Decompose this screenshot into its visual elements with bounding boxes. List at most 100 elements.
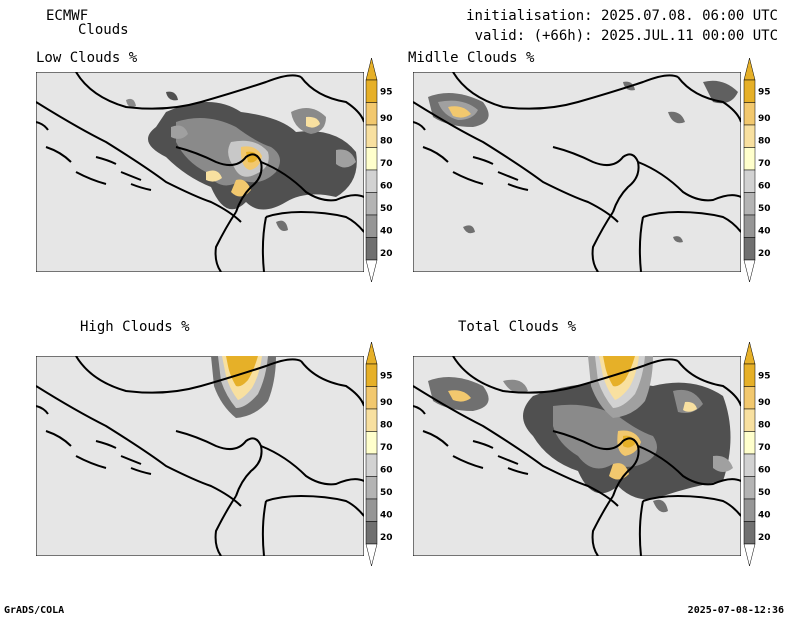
colorbar-segment xyxy=(743,498,756,522)
colorbar-label: 90 xyxy=(758,114,771,124)
colorbar-segment xyxy=(743,102,756,126)
colorbar-segment xyxy=(743,124,756,148)
software-credit: GrADS/COLA xyxy=(4,605,65,616)
colorbar-label: 80 xyxy=(380,420,393,430)
colorbar-segment xyxy=(365,79,378,103)
colorbar-segment xyxy=(743,476,756,500)
colorbar-segment xyxy=(365,476,378,500)
colorbar-segment xyxy=(743,453,756,477)
initialisation-time: initialisation: 2025.07.08. 06:00 UTC xyxy=(466,8,778,24)
colorbar-segment xyxy=(743,169,756,193)
colorbar-segment xyxy=(743,408,756,432)
map-borders-high xyxy=(36,356,364,556)
colorbar-top-arrow xyxy=(365,341,378,365)
map-borders-middle xyxy=(413,72,741,272)
colorbar-label: 95 xyxy=(380,371,393,381)
panel-title-total: Total Clouds % xyxy=(458,319,577,335)
colorbar-label: 80 xyxy=(758,136,771,146)
colorbar-top-arrow xyxy=(743,341,756,365)
colorbar-label: 20 xyxy=(758,533,771,543)
colorbar-segment xyxy=(365,408,378,432)
map-middle xyxy=(413,72,741,272)
colorbar-label: 60 xyxy=(380,181,393,191)
colorbar-bottom-arrow xyxy=(743,259,756,283)
colorbar-segment xyxy=(365,363,378,387)
colorbar-label: 95 xyxy=(758,87,771,97)
colorbar-top-arrow xyxy=(365,57,378,81)
map-low xyxy=(36,72,364,272)
colorbar-label: 40 xyxy=(758,226,771,236)
colorbar-top-arrow xyxy=(743,57,756,81)
colorbar-label: 60 xyxy=(758,181,771,191)
colorbar-label: 20 xyxy=(380,249,393,259)
colorbar-segment xyxy=(365,102,378,126)
colorbar-segment xyxy=(743,79,756,103)
colorbar-label: 40 xyxy=(380,510,393,520)
colorbar-segment xyxy=(743,192,756,216)
colorbar-bottom-arrow xyxy=(365,259,378,283)
colorbar-label: 70 xyxy=(758,159,771,169)
colorbar-segment xyxy=(743,147,756,171)
colorbar-segment xyxy=(365,214,378,238)
colorbar-segment xyxy=(365,386,378,410)
map-high xyxy=(36,356,364,556)
colorbar-label: 70 xyxy=(380,159,393,169)
colorbar-segment xyxy=(365,498,378,522)
map-total xyxy=(413,356,741,556)
colorbar-low: 95 90 80 70 60 50 40 20 xyxy=(364,57,400,292)
model-name: ECMWF xyxy=(46,8,89,24)
map-borders-total xyxy=(413,356,741,556)
colorbar-segment xyxy=(743,237,756,261)
colorbar-svg: 95 90 80 70 60 50 40 20 xyxy=(365,57,393,283)
panel-title-high: High Clouds % xyxy=(80,319,190,335)
product-name: Clouds xyxy=(78,22,129,38)
colorbar-svg: 95 90 80 70 60 50 40 20 xyxy=(743,341,771,567)
cloud-field-high xyxy=(211,356,276,418)
colorbar-label: 40 xyxy=(380,226,393,236)
panel-title-middle: Midlle Clouds % xyxy=(408,50,535,66)
colorbar-label: 40 xyxy=(758,510,771,520)
colorbar-label: 95 xyxy=(380,87,393,97)
map-panel-total xyxy=(413,356,741,556)
colorbar-segment xyxy=(365,521,378,545)
colorbar-segment xyxy=(743,521,756,545)
colorbar-segment xyxy=(365,147,378,171)
colorbar-middle: 95 90 80 70 60 50 40 20 xyxy=(742,57,778,292)
colorbar-label: 90 xyxy=(758,398,771,408)
colorbar-segment xyxy=(365,192,378,216)
map-panel-low xyxy=(36,72,364,272)
colorbar-label: 50 xyxy=(380,204,393,214)
colorbar-total: 95 90 80 70 60 50 40 20 xyxy=(742,341,778,576)
colorbar-label: 95 xyxy=(758,371,771,381)
colorbar-bottom-arrow xyxy=(365,543,378,567)
colorbar-label: 80 xyxy=(380,136,393,146)
colorbar-segment xyxy=(365,237,378,261)
colorbar-label: 60 xyxy=(758,465,771,475)
colorbar-segment xyxy=(365,169,378,193)
map-panel-high xyxy=(36,356,364,556)
render-timestamp: 2025-07-08-12:36 xyxy=(687,605,784,616)
colorbar-segment xyxy=(743,386,756,410)
colorbar-bottom-arrow xyxy=(743,543,756,567)
colorbar-label: 90 xyxy=(380,398,393,408)
colorbar-segment xyxy=(743,214,756,238)
colorbar-label: 60 xyxy=(380,465,393,475)
colorbar-label: 70 xyxy=(758,443,771,453)
colorbar-high: 95 90 80 70 60 50 40 20 xyxy=(364,341,400,576)
colorbar-label: 50 xyxy=(758,488,771,498)
map-panel-middle xyxy=(413,72,741,272)
colorbar-label: 20 xyxy=(758,249,771,259)
colorbar-segment xyxy=(365,124,378,148)
colorbar-label: 50 xyxy=(380,488,393,498)
cloud-field-total xyxy=(428,356,733,513)
colorbar-label: 50 xyxy=(758,204,771,214)
colorbar-svg: 95 90 80 70 60 50 40 20 xyxy=(365,341,393,567)
colorbar-label: 80 xyxy=(758,420,771,430)
cloud-field-middle xyxy=(428,80,738,243)
colorbar-segment xyxy=(743,431,756,455)
colorbar-segment xyxy=(365,453,378,477)
colorbar-label: 20 xyxy=(380,533,393,543)
colorbar-svg: 95 90 80 70 60 50 40 20 xyxy=(743,57,771,283)
colorbar-segment xyxy=(743,363,756,387)
colorbar-label: 90 xyxy=(380,114,393,124)
